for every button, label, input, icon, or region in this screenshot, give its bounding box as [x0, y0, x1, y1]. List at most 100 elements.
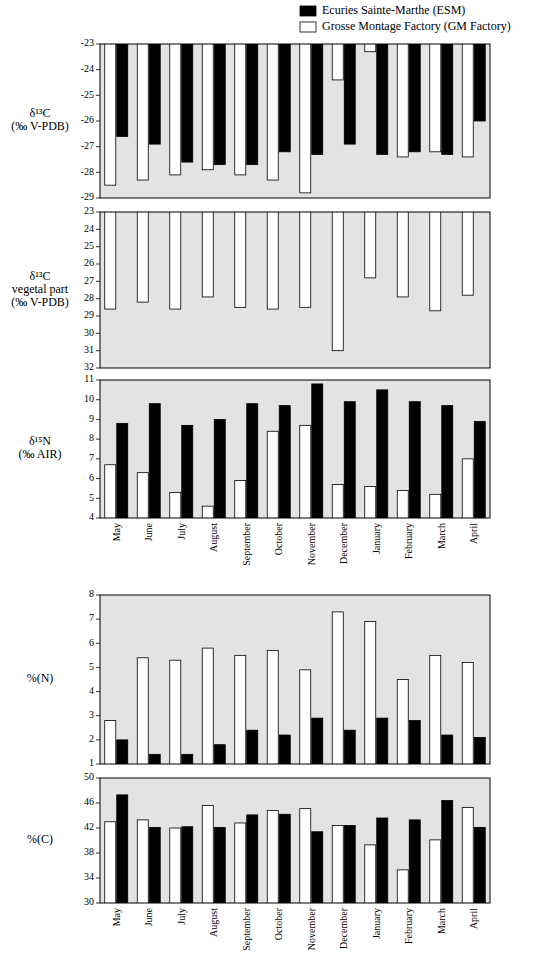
- x-tick-label: September: [241, 522, 252, 565]
- y-tick: [96, 121, 100, 122]
- y-tick: [96, 212, 100, 213]
- y-tick: [96, 368, 100, 369]
- bar: [182, 425, 193, 518]
- y-tick-label: 31: [84, 344, 94, 355]
- legend-swatch: [300, 22, 316, 32]
- y-tick: [96, 903, 100, 904]
- bar: [235, 481, 246, 518]
- y-tick-label: 1: [89, 757, 94, 768]
- x-tick-label: July: [176, 908, 187, 925]
- y-tick: [96, 69, 100, 70]
- y-axis-label-line: (‰ V-PDB): [11, 295, 69, 309]
- bar: [182, 827, 193, 903]
- bar: [397, 490, 408, 518]
- bar: [214, 44, 225, 165]
- bar: [105, 465, 116, 518]
- y-tick: [96, 281, 100, 282]
- x-tick-label: November: [306, 907, 317, 950]
- bars: [105, 612, 486, 764]
- x-tick-label: April: [468, 908, 479, 929]
- y-tick-label: 42: [84, 821, 94, 832]
- bar: [214, 419, 225, 518]
- bar: [462, 44, 473, 157]
- bar: [397, 212, 408, 297]
- y-tick-label: 10: [84, 393, 94, 404]
- bar: [235, 823, 246, 903]
- bar: [137, 473, 148, 518]
- bar: [344, 730, 355, 764]
- bar: [247, 404, 258, 518]
- bar: [170, 212, 181, 309]
- bar: [170, 828, 181, 903]
- bar: [170, 44, 181, 175]
- y-tick-label: 29: [84, 309, 94, 320]
- y-tick: [96, 264, 100, 265]
- x-tick-label: October: [273, 907, 284, 940]
- y-tick-label: 7: [89, 612, 94, 623]
- bar: [279, 406, 290, 518]
- bar: [279, 44, 290, 152]
- bar: [137, 212, 148, 302]
- panel: 303438424650%(C)MayJuneJulyAugustSeptemb…: [27, 771, 490, 980]
- y-tick: [96, 439, 100, 440]
- bar: [377, 818, 388, 903]
- bar: [442, 735, 453, 764]
- bar: [312, 832, 323, 903]
- bar: [397, 870, 408, 903]
- plot-frame: [100, 44, 490, 198]
- x-tick-label: October: [273, 522, 284, 555]
- bar: [312, 718, 323, 764]
- bar: [267, 651, 278, 764]
- y-axis-label-line: %(C): [27, 832, 53, 846]
- bar: [105, 44, 116, 185]
- legend-swatch: [300, 6, 316, 16]
- y-tick-label: 4: [89, 685, 94, 696]
- y-tick-label: 32: [84, 361, 94, 372]
- y-tick: [96, 172, 100, 173]
- x-tick-label: July: [176, 523, 187, 540]
- plot-frame: [100, 778, 490, 903]
- bar: [430, 655, 441, 764]
- y-tick: [96, 229, 100, 230]
- y-tick: [96, 518, 100, 519]
- bar: [430, 494, 441, 518]
- bar: [267, 44, 278, 180]
- bar: [442, 44, 453, 154]
- x-tick-label: June: [143, 522, 154, 541]
- y-tick: [96, 715, 100, 716]
- x-tick-label: June: [143, 907, 154, 926]
- y-tick: [96, 419, 100, 420]
- bar: [300, 44, 311, 193]
- y-tick-label: 23: [84, 205, 94, 216]
- bar: [149, 404, 160, 518]
- y-tick: [96, 246, 100, 247]
- plot-frame: [100, 380, 490, 518]
- x-tick-label: January: [371, 523, 382, 554]
- bar: [462, 807, 473, 903]
- bar: [344, 826, 355, 904]
- bar: [409, 44, 420, 152]
- bar: [409, 820, 420, 903]
- bar: [170, 660, 181, 764]
- bar: [267, 212, 278, 309]
- y-tick: [96, 95, 100, 96]
- bar: [365, 44, 376, 52]
- y-tick: [96, 458, 100, 459]
- bar: [247, 730, 258, 764]
- x-tick-label: December: [338, 522, 349, 564]
- y-axis-label-line: δ¹³C: [30, 269, 51, 283]
- page: {"chart_data": [ {"type": "bar", "legend…: [0, 0, 537, 980]
- bar: [235, 44, 246, 175]
- bar: [105, 721, 116, 764]
- legend: Ecuries Sainte-Marthe (ESM)Grosse Montag…: [300, 3, 511, 33]
- panel: 4567891011δ¹⁵N(‰ AIR)MayJuneJulyAugustSe…: [19, 373, 491, 597]
- x-tick-label: August: [208, 908, 219, 937]
- bar: [137, 658, 148, 764]
- y-axis-label: δ¹³C(‰ V-PDB): [11, 106, 69, 133]
- bar: [474, 737, 485, 764]
- y-tick-label: -26: [81, 114, 94, 125]
- bar: [377, 44, 388, 154]
- y-axis-label: %(N): [27, 671, 54, 685]
- bar: [117, 740, 128, 764]
- bar: [365, 212, 376, 278]
